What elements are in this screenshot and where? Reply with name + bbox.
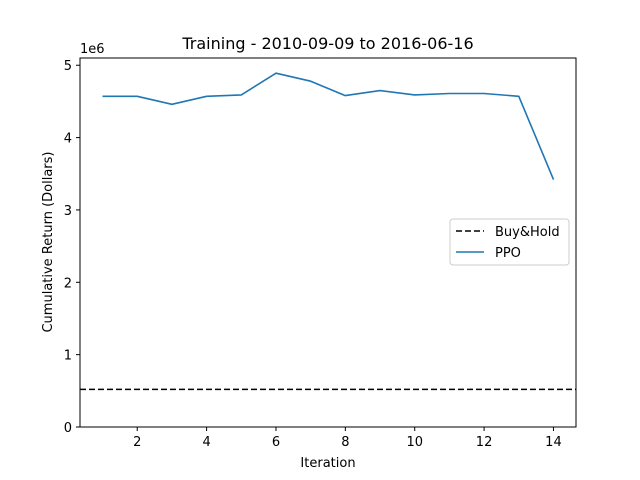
legend: Buy&Hold PPO	[449, 218, 570, 266]
legend-entry-buy-and-hold: Buy&Hold	[495, 225, 560, 240]
y-tick-label: 3	[64, 204, 72, 219]
y-axis-scale-label: 1e6	[80, 42, 105, 57]
chart-title: Training - 2010-09-09 to 2016-06-16	[181, 34, 473, 53]
legend-entry-ppo: PPO	[495, 246, 521, 261]
y-axis-ticks: 0 1 2 3 4 5	[64, 59, 80, 436]
x-axis-label: Iteration	[300, 456, 355, 471]
plot-frame	[79, 57, 577, 428]
y-tick-label: 4	[64, 132, 72, 147]
plot-lines	[80, 72, 576, 391]
x-axis-ticks: 2 4 6 8 10 12 14	[133, 427, 562, 450]
y-tick-label: 5	[64, 59, 72, 74]
x-tick-label: 4	[202, 435, 210, 450]
x-tick-label: 12	[476, 435, 493, 450]
x-tick-label: 2	[133, 435, 141, 450]
y-tick-label: 1	[64, 349, 72, 364]
x-tick-label: 14	[545, 435, 562, 450]
y-tick-label: 2	[64, 276, 72, 291]
x-tick-label: 6	[272, 435, 280, 450]
y-axis-label: Cumulative Return (Dollars)	[41, 151, 56, 332]
y-tick-label: 0	[64, 421, 72, 436]
x-tick-label: 8	[341, 435, 349, 450]
x-tick-label: 10	[406, 435, 423, 450]
series-line-ppo	[102, 72, 555, 180]
